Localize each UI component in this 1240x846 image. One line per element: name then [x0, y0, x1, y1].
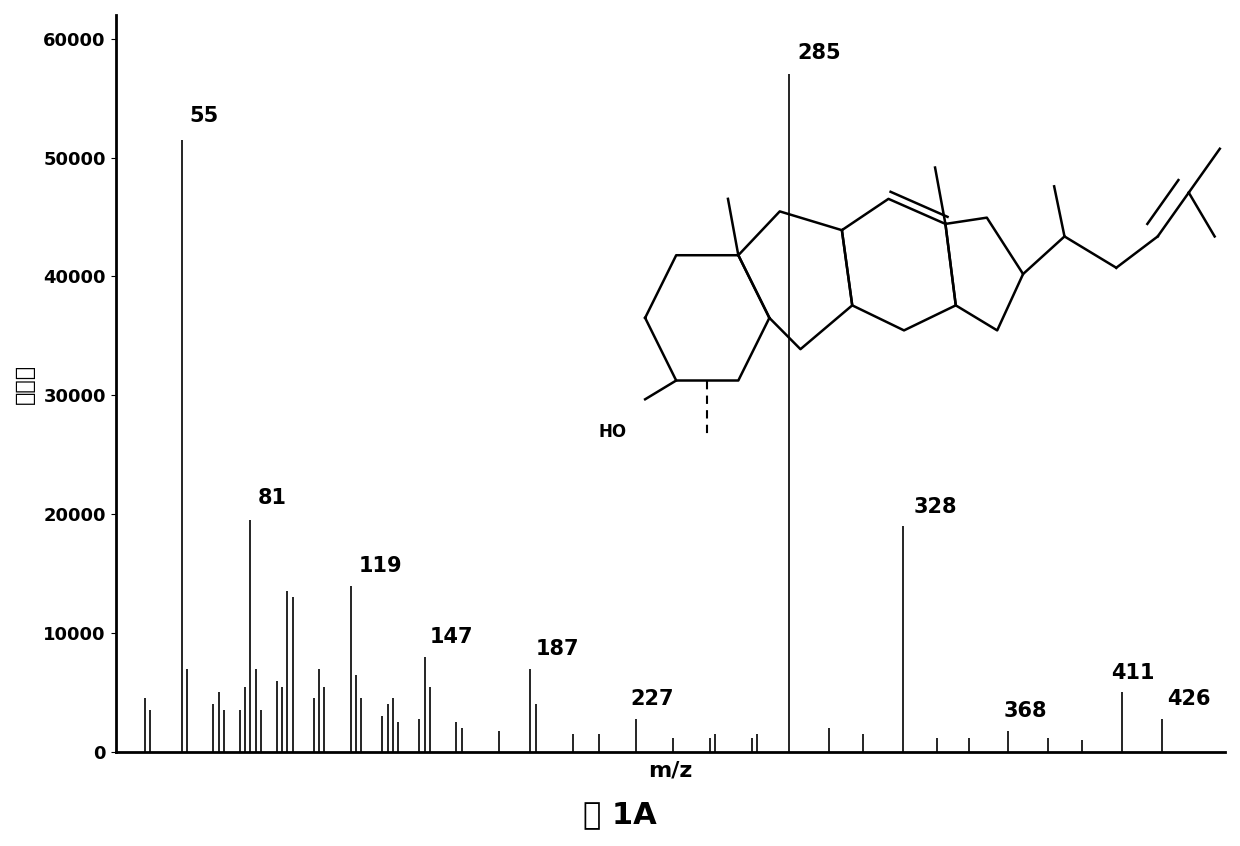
Text: 368: 368 [1003, 701, 1047, 721]
Text: 81: 81 [258, 488, 288, 508]
Text: 55: 55 [190, 106, 218, 125]
Text: 图 1A: 图 1A [583, 800, 657, 829]
Text: 285: 285 [797, 42, 841, 63]
Text: 411: 411 [1111, 663, 1154, 683]
Text: 328: 328 [914, 497, 957, 517]
Text: 119: 119 [358, 556, 402, 576]
Text: 426: 426 [1167, 689, 1210, 709]
Text: 227: 227 [631, 689, 675, 709]
Text: 147: 147 [430, 628, 474, 647]
Y-axis label: 吸光度: 吸光度 [15, 364, 35, 404]
Text: 187: 187 [536, 640, 579, 659]
X-axis label: m/z: m/z [649, 761, 692, 780]
